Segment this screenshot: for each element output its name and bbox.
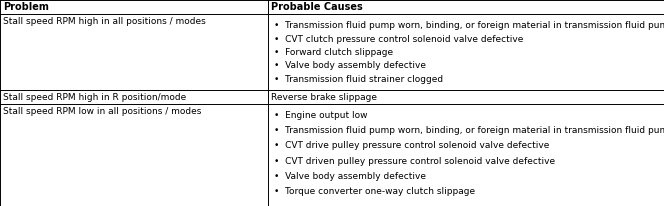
- Text: •  Transmission fluid pump worn, binding, or foreign material in transmission fl: • Transmission fluid pump worn, binding,…: [274, 21, 664, 30]
- Text: •  CVT clutch pressure control solenoid valve defective: • CVT clutch pressure control solenoid v…: [274, 35, 524, 44]
- Text: Stall speed RPM high in R position/mode: Stall speed RPM high in R position/mode: [3, 92, 186, 102]
- Text: Reverse brake slippage: Reverse brake slippage: [272, 92, 377, 102]
- Text: •  Forward clutch slippage: • Forward clutch slippage: [274, 48, 393, 57]
- Text: Probable Causes: Probable Causes: [272, 2, 363, 12]
- Text: •  Torque converter one-way clutch slippage: • Torque converter one-way clutch slippa…: [274, 187, 475, 196]
- Text: •  Valve body assembly defective: • Valve body assembly defective: [274, 61, 426, 70]
- Text: •  CVT drive pulley pressure control solenoid valve defective: • CVT drive pulley pressure control sole…: [274, 141, 550, 150]
- Text: Stall speed RPM high in all positions / modes: Stall speed RPM high in all positions / …: [3, 17, 206, 26]
- Text: •  Valve body assembly defective: • Valve body assembly defective: [274, 172, 426, 181]
- Text: •  Engine output low: • Engine output low: [274, 111, 368, 120]
- Text: Problem: Problem: [3, 2, 49, 12]
- Text: •  Transmission fluid strainer clogged: • Transmission fluid strainer clogged: [274, 75, 444, 84]
- Text: Stall speed RPM low in all positions / modes: Stall speed RPM low in all positions / m…: [3, 107, 201, 116]
- Text: •  CVT driven pulley pressure control solenoid valve defective: • CVT driven pulley pressure control sol…: [274, 157, 555, 166]
- Text: •  Transmission fluid pump worn, binding, or foreign material in transmission fl: • Transmission fluid pump worn, binding,…: [274, 126, 664, 135]
